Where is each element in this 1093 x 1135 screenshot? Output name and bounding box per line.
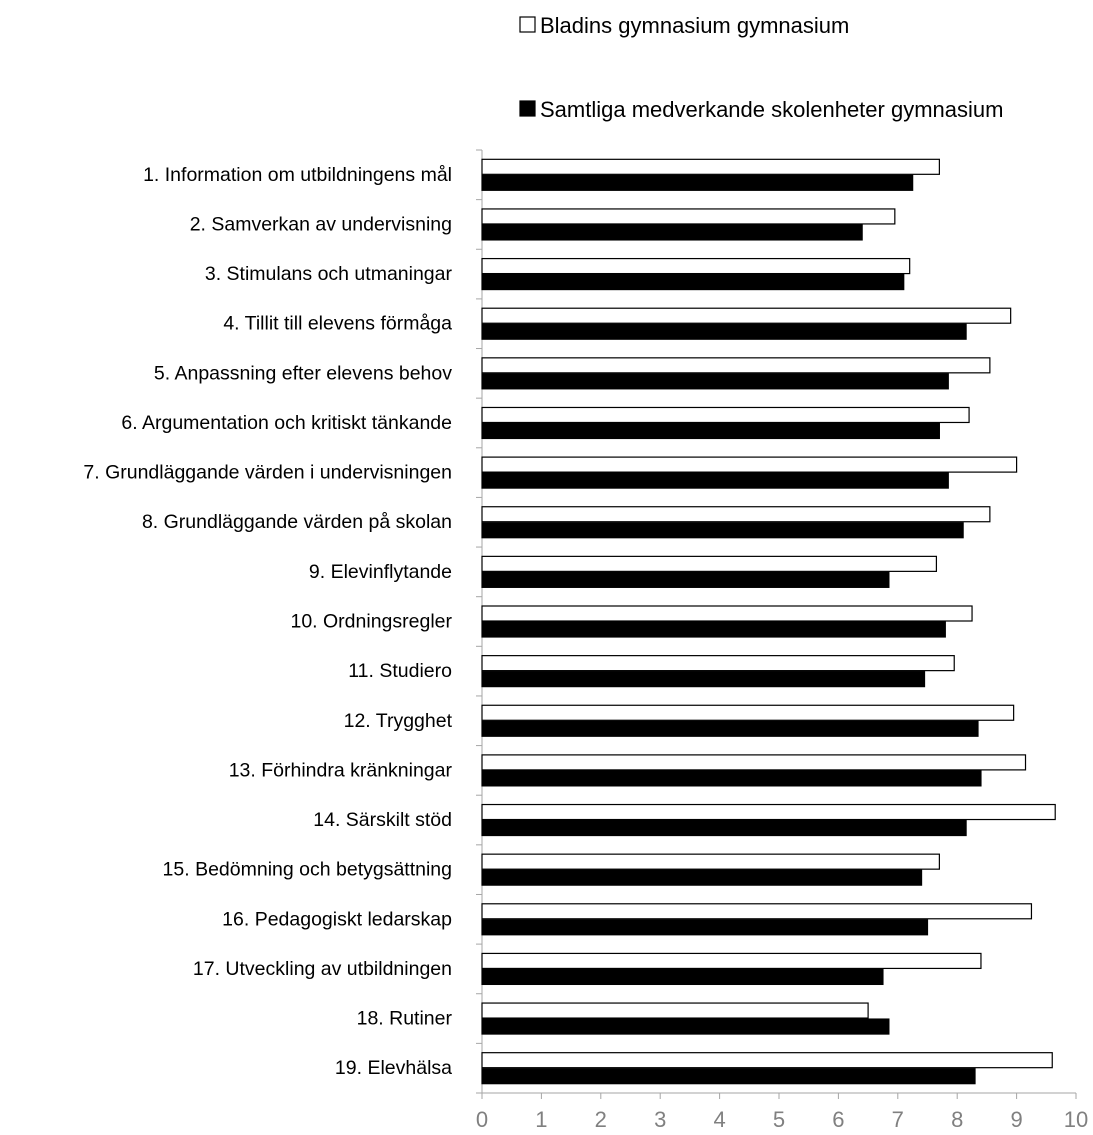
bar-bladins xyxy=(481,506,991,523)
x-tick-label: 7 xyxy=(892,1107,904,1132)
bar-bladins xyxy=(481,456,1018,473)
bar-samtliga xyxy=(481,373,949,390)
legend-item-series-1: Bladins gymnasium gymnasium xyxy=(519,13,849,38)
bar-samtliga xyxy=(481,671,926,688)
bar-samtliga xyxy=(481,224,863,241)
legend-item-series-2: Samtliga medverkande skolenheter gymnasi… xyxy=(519,97,1003,122)
bar-bladins xyxy=(481,754,1027,771)
bar-samtliga xyxy=(481,770,982,787)
x-tick-label: 4 xyxy=(713,1107,725,1132)
bar-bladins xyxy=(481,853,940,870)
bar-bladins xyxy=(481,1002,869,1019)
bar-bladins xyxy=(481,605,973,622)
bar-samtliga xyxy=(481,1068,976,1085)
bar-samtliga xyxy=(481,422,940,440)
category-label: 8. Grundläggande värden på skolan xyxy=(142,511,452,533)
bar-bladins xyxy=(481,704,1015,721)
bar-bladins xyxy=(481,903,1033,920)
category-label: 18. Rutiner xyxy=(357,1008,453,1030)
category-label: 10. Ordningsregler xyxy=(290,611,452,633)
category-label: 17. Utveckling av utbildningen xyxy=(193,958,452,980)
category-label: 11. Studiero xyxy=(348,660,452,682)
bar-samtliga xyxy=(481,919,929,936)
category-label: 12. Trygghet xyxy=(344,710,453,732)
bar-samtliga xyxy=(481,472,949,489)
legend-swatch-series-2 xyxy=(519,100,536,117)
bar-bladins xyxy=(481,655,955,672)
bar-samtliga xyxy=(481,522,964,539)
bar-samtliga xyxy=(481,174,914,191)
category-label: 5. Anpassning efter elevens behov xyxy=(154,362,452,384)
category-label: 3. Stimulans och utmaningar xyxy=(205,263,453,285)
bar-bladins xyxy=(481,555,938,572)
category-label: 6. Argumentation och kritiskt tänkande xyxy=(121,412,452,434)
category-label: 2. Samverkan av undervisning xyxy=(190,213,452,235)
category-label: 7. Grundläggande värden i undervisningen xyxy=(83,462,452,484)
category-label: 9. Elevinflytande xyxy=(309,561,452,583)
bar-samtliga xyxy=(481,323,967,340)
legend-swatch-series-1 xyxy=(519,16,536,33)
x-tick-label: 2 xyxy=(595,1107,607,1132)
bar-bladins xyxy=(481,1052,1053,1069)
bar-bladins xyxy=(481,952,982,970)
bar-samtliga xyxy=(481,273,905,291)
x-tick-label: 5 xyxy=(773,1107,785,1132)
bar-samtliga xyxy=(481,968,884,986)
x-tick-label: 6 xyxy=(832,1107,844,1132)
x-tick-label: 8 xyxy=(951,1107,963,1132)
bar-samtliga xyxy=(481,571,890,588)
category-label: 1. Information om utbildningens mål xyxy=(143,164,452,186)
bar-bladins xyxy=(481,208,896,225)
legend-label-series-2: Samtliga medverkande skolenheter gymnasi… xyxy=(540,97,1003,122)
bar-bladins xyxy=(481,307,1012,324)
category-label: 14. Särskilt stöd xyxy=(313,809,452,831)
x-tick-label: 0 xyxy=(476,1107,488,1132)
legend-label-series-1: Bladins gymnasium gymnasium xyxy=(540,13,849,38)
x-tick-label: 3 xyxy=(654,1107,666,1132)
category-label: 15. Bedömning och betygsättning xyxy=(163,859,452,881)
legend: Bladins gymnasium gymnasium Samtliga med… xyxy=(519,13,1003,122)
bar-bladins xyxy=(481,357,991,374)
category-label: 4. Tillit till elevens förmåga xyxy=(223,313,452,335)
category-label: 16. Pedagogiskt ledarskap xyxy=(222,908,452,930)
bar-samtliga xyxy=(481,621,946,638)
x-tick-label: 9 xyxy=(1010,1107,1022,1132)
bar-bladins xyxy=(481,803,1056,821)
x-tick-label: 10 xyxy=(1064,1107,1088,1132)
bar-bladins xyxy=(481,257,911,275)
bar-samtliga xyxy=(481,819,967,837)
bar-samtliga xyxy=(481,720,979,737)
category-label: 19. Elevhälsa xyxy=(335,1057,452,1079)
x-tick-label: 1 xyxy=(535,1107,547,1132)
bar-bladins xyxy=(481,406,970,424)
category-label: 13. Förhindra kränkningar xyxy=(229,759,453,781)
bar-samtliga xyxy=(481,869,923,886)
plot-area: 1. Information om utbildningens mål 2. Sa… xyxy=(83,149,1088,1132)
bar-bladins xyxy=(481,158,940,175)
bar-samtliga xyxy=(481,1018,890,1035)
